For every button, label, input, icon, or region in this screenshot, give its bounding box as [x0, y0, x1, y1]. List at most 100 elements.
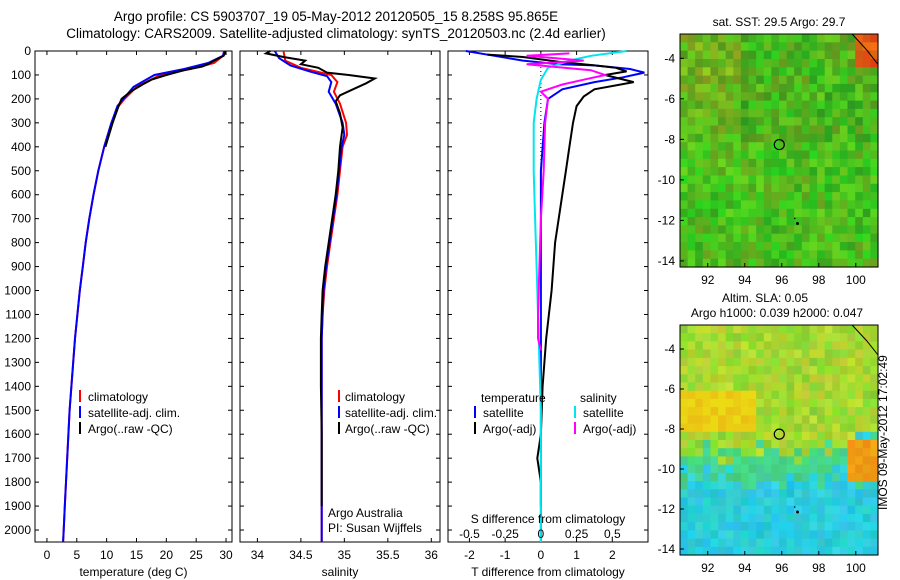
- map-cell: [725, 530, 734, 540]
- map-cell: [748, 117, 757, 127]
- map-cell: [839, 192, 849, 201]
- map-cell: [748, 546, 757, 556]
- map-cell: [779, 489, 788, 499]
- map-cell: [870, 75, 879, 85]
- map-cell: [687, 150, 696, 160]
- map-cell: [809, 415, 818, 425]
- map-cell: [839, 242, 849, 251]
- map-cell: [839, 208, 849, 218]
- map-cell: [702, 505, 711, 515]
- map-cell: [862, 83, 871, 93]
- map-cell: [817, 481, 826, 490]
- map-cell: [794, 233, 803, 243]
- map-cell: [839, 505, 849, 515]
- map-cell: [779, 431, 788, 441]
- map-cell: [710, 448, 719, 457]
- map-cell: [817, 167, 826, 176]
- map-cell: [809, 233, 818, 243]
- map-cell: [763, 125, 772, 135]
- map-cell: [794, 133, 803, 143]
- map-cell: [771, 142, 780, 152]
- map-cell: [847, 530, 856, 540]
- map-cell: [695, 42, 704, 52]
- imos-timestamp: IMOS 09-May-2012 17:02:49: [876, 355, 890, 510]
- map-cell: [687, 505, 696, 515]
- map-cell: [809, 59, 818, 68]
- legend-label: satellite: [583, 406, 624, 420]
- map-cell: [740, 59, 750, 68]
- map-cell: [680, 513, 689, 523]
- map-cell: [809, 133, 818, 143]
- map-cell: [779, 183, 788, 193]
- map-cell: [680, 183, 689, 193]
- map-cell: [824, 34, 833, 43]
- map-cell: [855, 92, 864, 102]
- map-cell: [801, 125, 810, 135]
- legend-label: Argo(-adj): [483, 422, 536, 436]
- map-cell: [824, 75, 833, 85]
- map-cell: [824, 382, 833, 392]
- map-cell: [832, 390, 841, 400]
- map-cell: [786, 42, 795, 52]
- map-cell: [763, 59, 772, 68]
- map-cell: [839, 440, 849, 449]
- map-cell: [839, 333, 849, 342]
- map-cell: [839, 75, 849, 85]
- map-cell: [824, 150, 833, 160]
- map-cell: [740, 200, 750, 210]
- map-cell: [847, 225, 856, 235]
- map-cell: [824, 50, 833, 60]
- map-cell: [847, 233, 856, 243]
- map-cell: [794, 513, 803, 523]
- map-cell: [740, 366, 750, 375]
- map-cell: [862, 167, 871, 176]
- map-cell: [725, 233, 734, 243]
- map-cell: [870, 208, 879, 218]
- map-cell: [763, 472, 772, 482]
- map-cell: [725, 481, 734, 490]
- map-cell: [870, 481, 879, 490]
- x-tick-label: -1: [500, 548, 511, 562]
- map-cell: [832, 200, 841, 210]
- map-cell: [756, 513, 765, 523]
- map-cell: [794, 250, 803, 260]
- map-cell: [862, 440, 871, 449]
- map-cell: [870, 42, 879, 52]
- map-cell: [824, 374, 833, 384]
- map-cell: [718, 456, 727, 466]
- map-cell: [847, 217, 856, 226]
- map-cell: [862, 423, 871, 433]
- map-cell: [794, 349, 803, 359]
- map-cell: [870, 225, 879, 235]
- map-cell: [809, 100, 818, 110]
- map-cell: [794, 530, 803, 540]
- map-cell: [733, 50, 742, 60]
- map-cell: [855, 175, 864, 185]
- map-cell: [847, 183, 856, 193]
- map-cell: [710, 415, 719, 425]
- map-cell: [763, 333, 772, 342]
- map-cell: [847, 349, 856, 359]
- map-cell: [794, 505, 803, 515]
- map-cell: [740, 522, 750, 531]
- map-cell: [801, 456, 810, 466]
- map-cell: [817, 530, 826, 540]
- map-cell: [725, 431, 734, 441]
- map-cell: [847, 374, 856, 384]
- map-cell: [801, 325, 810, 334]
- legend-label: satellite: [483, 406, 524, 420]
- map-cell: [695, 341, 704, 351]
- map-cell: [870, 357, 879, 367]
- map-cell: [862, 59, 871, 68]
- map-cell: [710, 366, 719, 375]
- map-cell: [748, 150, 757, 160]
- map-cell: [771, 440, 780, 449]
- map-cell: [680, 67, 689, 77]
- map-cell: [695, 374, 704, 384]
- map-cell: [839, 117, 849, 127]
- map-cell: [847, 390, 856, 400]
- map-cell: [855, 489, 864, 499]
- map-cell: [763, 366, 772, 375]
- map-cell: [786, 125, 795, 135]
- map-cell: [801, 142, 810, 152]
